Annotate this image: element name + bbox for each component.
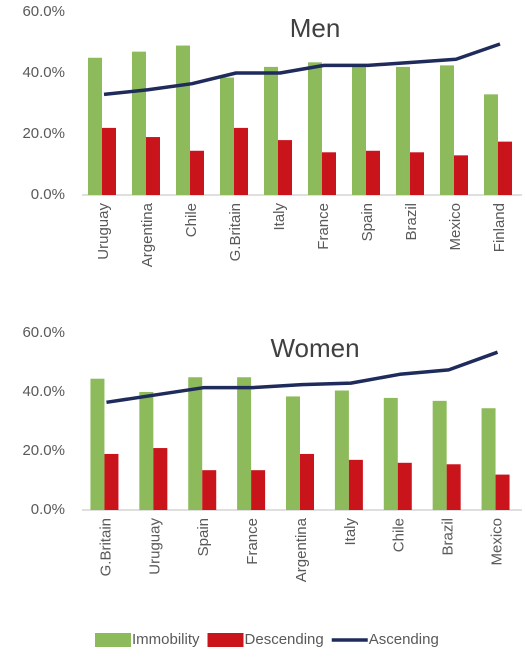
x-tick-label: Mexico: [447, 203, 464, 251]
chart-title: Women: [270, 333, 359, 363]
bar: [286, 396, 300, 510]
line: [106, 350, 499, 405]
bar: [322, 152, 336, 195]
bar: [190, 150, 204, 195]
bar: [454, 155, 468, 195]
bar: [498, 141, 512, 195]
legend-item: Ascending: [331, 631, 439, 648]
bar: [410, 152, 424, 195]
bar: [397, 462, 412, 510]
legend-label: Descending: [245, 631, 324, 648]
legend-label: Immobility: [132, 631, 200, 648]
bar: [139, 392, 154, 510]
bar: [278, 140, 292, 195]
x-tick-label: Finland: [491, 203, 508, 252]
line: [103, 42, 501, 97]
bar: [202, 470, 217, 510]
bar: [446, 464, 461, 510]
bar: [237, 377, 252, 510]
bar: [90, 378, 105, 510]
legend-item: Descending: [207, 631, 324, 648]
x-tick-label: Mexico: [489, 518, 506, 566]
legend-label: Ascending: [369, 631, 439, 648]
y-tick-label: 40.0%: [22, 64, 65, 81]
x-tick-label: Chile: [391, 518, 408, 552]
y-tick-label: 60.0%: [22, 324, 65, 341]
y-tick-label: 20.0%: [22, 125, 65, 142]
bar: [264, 66, 278, 196]
bar: [432, 400, 447, 510]
bar: [334, 390, 349, 510]
legend-item: Immobility: [95, 631, 200, 648]
bar: [396, 66, 410, 196]
x-tick-label: Brazil: [440, 518, 457, 556]
bar: [234, 127, 248, 195]
x-tick-label: France: [244, 518, 261, 565]
x-tick-label: Spain: [359, 203, 376, 241]
x-tick-label: Argentina: [293, 517, 310, 582]
bar: [300, 453, 314, 510]
bar: [88, 57, 102, 195]
bar: [484, 94, 498, 195]
bar: [383, 397, 398, 510]
bar: [366, 150, 380, 195]
x-tick-label: Spain: [195, 518, 212, 556]
bar: [220, 77, 234, 195]
x-tick-label: G.Britain: [227, 203, 244, 261]
y-tick-label: 60.0%: [22, 3, 65, 20]
x-tick-label: Argentina: [139, 202, 156, 267]
x-tick-label: Chile: [183, 203, 200, 237]
x-tick-label: Italy: [342, 518, 359, 546]
chart-title: Men: [290, 13, 341, 43]
bar: [132, 51, 146, 196]
bar: [440, 65, 454, 195]
bar: [348, 459, 363, 510]
bar: [153, 448, 168, 510]
legend-swatch: [95, 633, 131, 647]
bar: [495, 474, 510, 510]
bar: [308, 62, 322, 196]
bar: [102, 127, 116, 195]
bar: [188, 377, 203, 510]
bar: [104, 453, 119, 510]
y-tick-label: 0.0%: [31, 186, 65, 203]
bar: [352, 65, 366, 195]
x-tick-label: Brazil: [403, 203, 420, 241]
x-tick-label: Uruguay: [95, 203, 112, 260]
x-tick-label: Uruguay: [146, 518, 163, 575]
y-tick-label: 40.0%: [22, 383, 65, 400]
y-tick-label: 20.0%: [22, 442, 65, 459]
x-tick-label: G.Britain: [97, 518, 114, 576]
bar: [176, 45, 190, 195]
bar: [481, 408, 496, 510]
x-tick-label: Italy: [271, 203, 288, 231]
x-tick-label: France: [315, 203, 332, 250]
y-tick-label: 0.0%: [31, 501, 65, 518]
bar: [146, 137, 160, 195]
bar: [251, 470, 266, 510]
legend-swatch: [207, 633, 244, 647]
